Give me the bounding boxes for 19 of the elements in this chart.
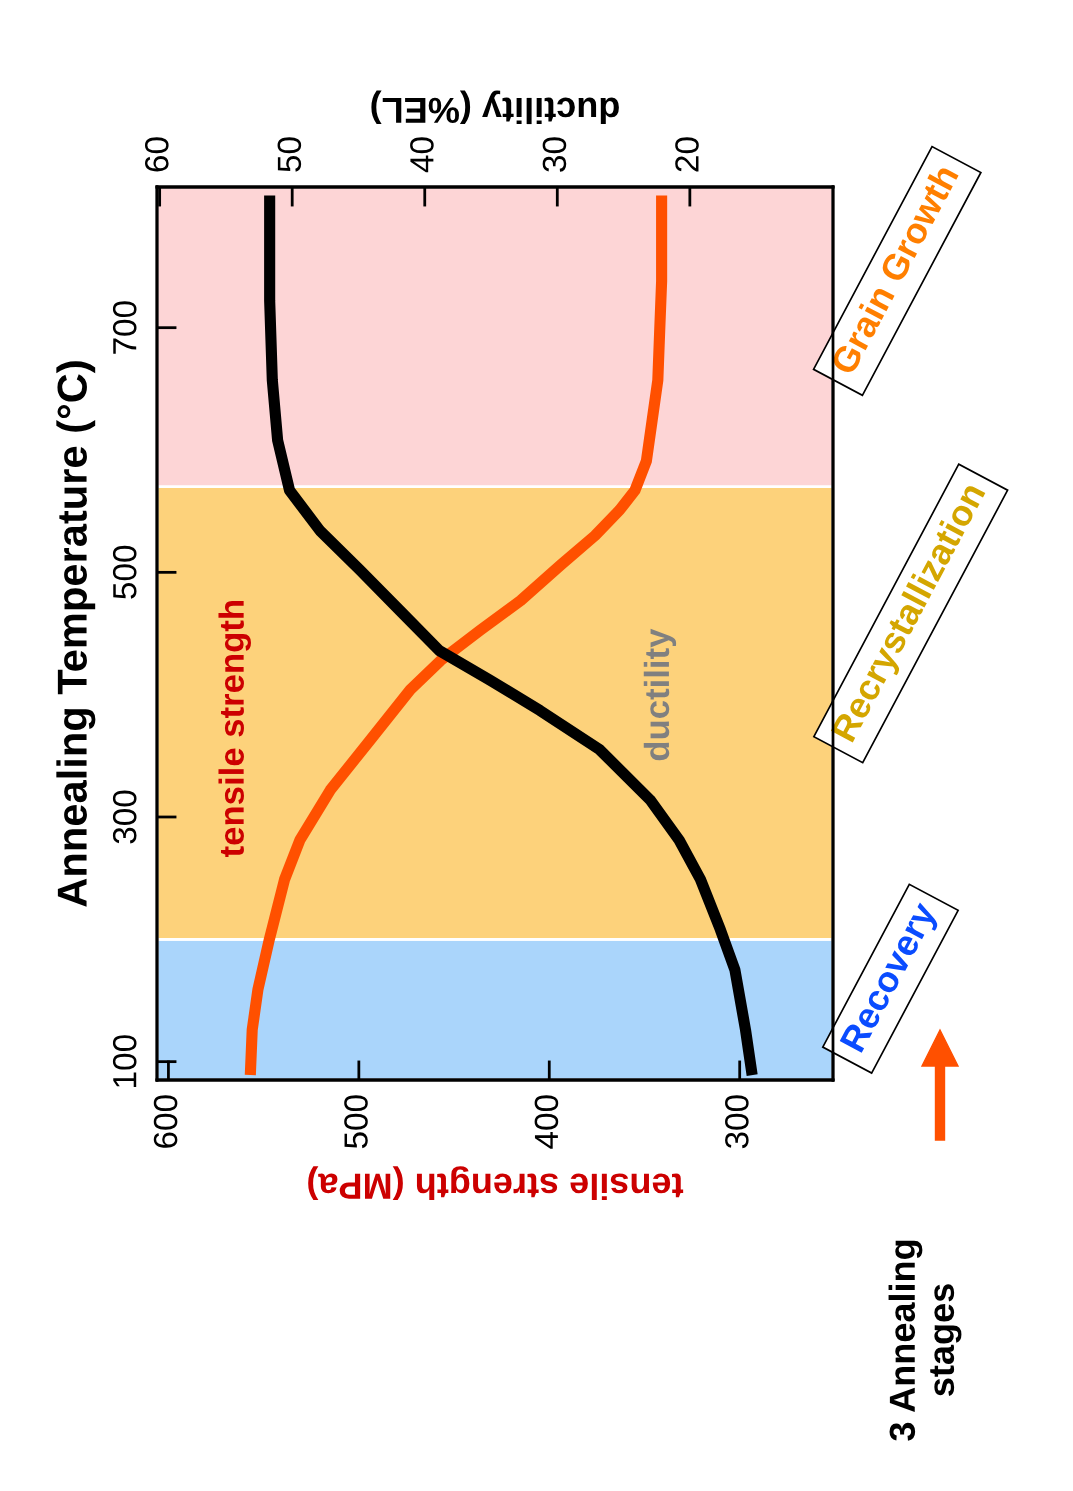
text: ductility (643, 628, 677, 761)
x-tick-label: 600 (153, 1095, 178, 1148)
y-tick-label: 100 (112, 1035, 137, 1087)
x2-tick-label: 30 (542, 137, 567, 172)
y-tick-label: 300 (112, 790, 137, 844)
text: 3 Annealing stages (888, 1240, 962, 1441)
y-tick-label: 700 (112, 301, 137, 354)
y-tick-label: 500 (112, 545, 137, 599)
x-tick-label: 400 (534, 1095, 559, 1149)
y-axis-title: Annealing Temperature (°C) (56, 361, 96, 907)
x2-tick-label: 40 (410, 137, 434, 173)
x-axis-title: tensile strength (MPa) (308, 1166, 684, 1200)
x2-tick-label: 60 (144, 137, 169, 172)
x2-tick-label: 50 (277, 137, 302, 172)
x-tick-label: 500 (344, 1095, 368, 1149)
x2-axis-title: ductility (%EL) (371, 90, 619, 125)
text: tensile strength (218, 601, 251, 857)
x-tick-label: 300 (725, 1095, 749, 1149)
x2-tick-label: 20 (675, 137, 699, 172)
